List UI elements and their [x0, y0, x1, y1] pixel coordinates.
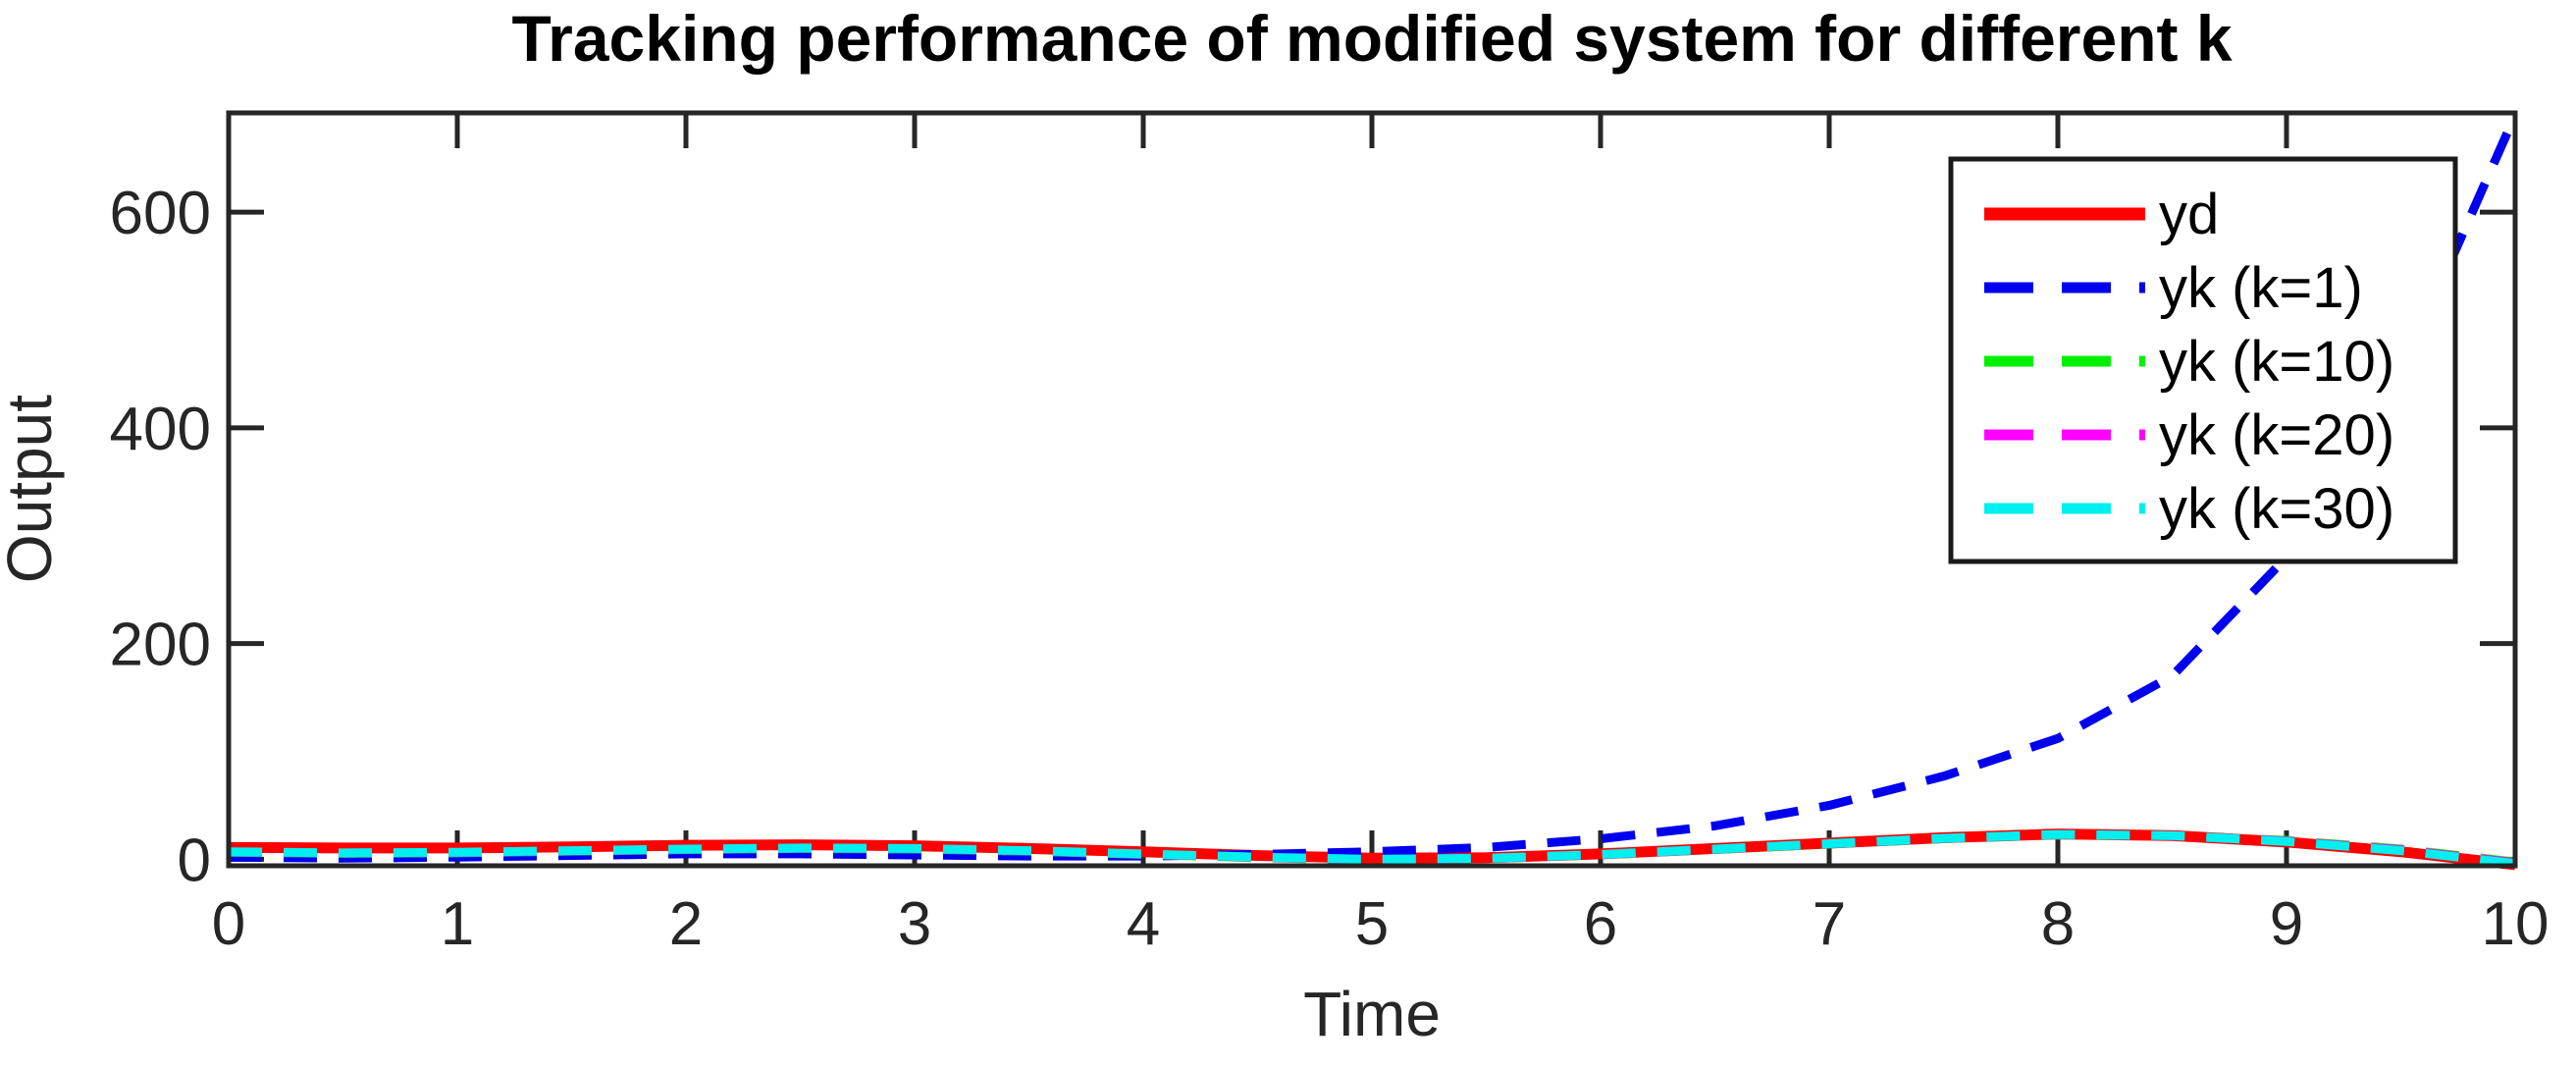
x-tick-label: 7: [1813, 890, 1846, 958]
legend-box: yd yk (k=1) yk (k=10) yk (k=20) yk (k=30): [1948, 156, 2458, 564]
series-line-yd: [229, 828, 2515, 871]
x-axis-label: Time: [1303, 979, 1441, 1049]
series-line-yk-k-1-: [229, 113, 2515, 863]
y-axis-label: Output: [0, 395, 65, 583]
data-series: [229, 113, 2515, 871]
y-tick-label: 0: [178, 827, 211, 894]
axis-tick-labels: 0 1 2 3 4 5 6 7 8 9 10 0 200 400 600: [110, 180, 2550, 958]
legend-label: yd: [2159, 183, 2219, 246]
legend-label: yk (k=30): [2159, 477, 2394, 541]
x-tick-label: 10: [2482, 890, 2550, 958]
x-tick-label: 4: [1127, 890, 1160, 958]
x-tick-label: 0: [212, 890, 245, 958]
x-tick-label: 6: [1584, 890, 1617, 958]
x-tick-label: 3: [898, 890, 931, 958]
x-tick-label: 5: [1355, 890, 1389, 958]
plot-border: [226, 110, 2518, 869]
y-tick-label: 200: [110, 612, 211, 679]
y-tick-label: 600: [110, 180, 211, 247]
chart-title: Tracking performance of modified system …: [511, 2, 2232, 75]
legend-label: yk (k=10): [2159, 330, 2394, 394]
x-tick-label: 8: [2041, 890, 2075, 958]
x-tick-label: 1: [441, 890, 474, 958]
legend-label: yk (k=1): [2159, 256, 2363, 320]
y-tick-label: 400: [110, 396, 211, 463]
legend-frame: [1948, 156, 2458, 564]
legend-label: yk (k=20): [2159, 403, 2394, 467]
x-tick-label: 9: [2270, 890, 2303, 958]
x-tick-label: 2: [669, 890, 703, 958]
